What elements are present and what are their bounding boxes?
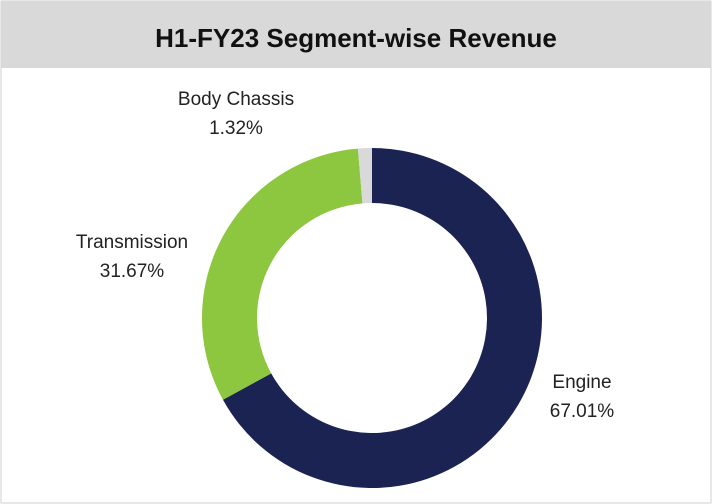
slice-label: Engine	[552, 372, 611, 393]
title-band	[1, 1, 711, 68]
slice-label: Transmission	[76, 232, 188, 253]
donut-slice	[357, 148, 372, 204]
donut-slice	[222, 148, 543, 489]
slice-value-label: 31.67%	[100, 261, 165, 282]
donut-slice	[201, 148, 363, 400]
chart-title: H1-FY23 Segment-wise Revenue	[155, 23, 557, 53]
slice-label: Body Chassis	[178, 89, 294, 110]
slice-value-label: 67.01%	[550, 401, 615, 422]
slice-value-label: 1.32%	[209, 118, 263, 139]
